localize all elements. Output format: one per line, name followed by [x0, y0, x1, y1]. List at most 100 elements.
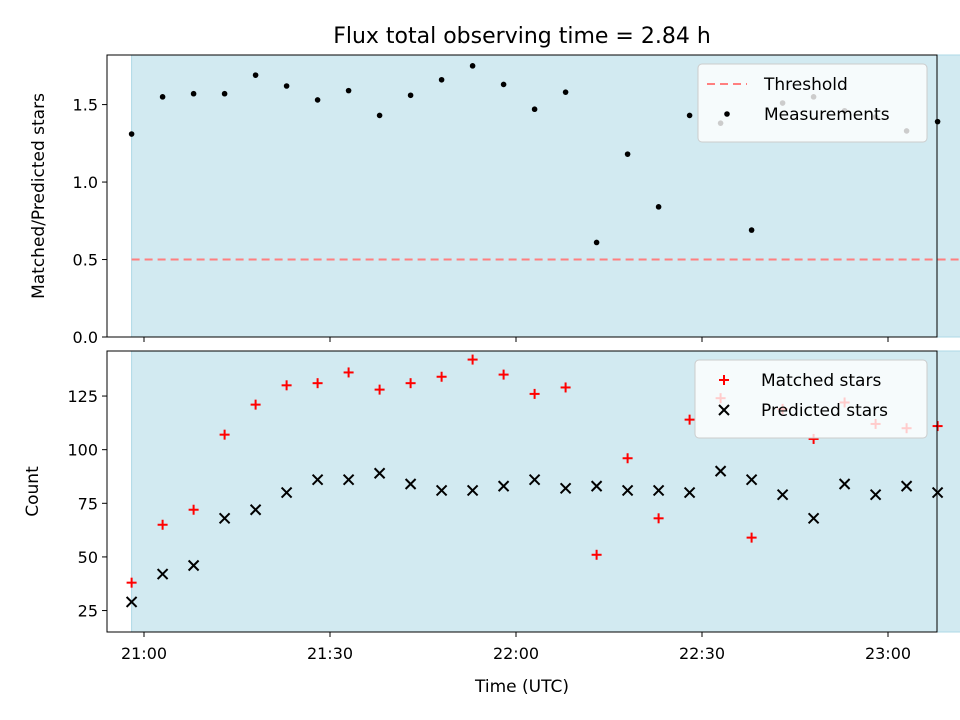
point-1-1-12-b: [497, 480, 510, 492]
point-1-1-24-b: [869, 489, 882, 501]
point-1-1-8-b: [373, 467, 386, 479]
point-1-0-3: [219, 429, 230, 440]
point-0-0-6: [314, 97, 321, 103]
point-0-0-4: [252, 72, 259, 78]
point-0-0-3: [221, 90, 228, 97]
point-1-0-6: [312, 378, 323, 389]
legend-label-1-0: Matched stars: [761, 371, 881, 391]
point-1-0-12: [498, 369, 509, 380]
point-1-1-14-b: [559, 482, 572, 494]
point-1-0-0: [126, 577, 137, 588]
point-1-1-18-b: [683, 486, 696, 499]
point-1-1-7-b: [342, 473, 355, 486]
point-1-0-16: [622, 453, 633, 464]
point-1-1-25: [900, 480, 913, 492]
point-0-0-9: [407, 92, 414, 99]
point-1-1-25-b: [900, 480, 913, 492]
x-tick-label-2: 22:00: [493, 644, 539, 663]
point-1-1-6-b: [311, 473, 324, 486]
point-1-0-4: [250, 399, 261, 410]
y-tick-label-0-1: 0.5: [73, 251, 98, 270]
point-1-1-17-b: [652, 484, 665, 497]
point-0-0-10: [438, 76, 445, 83]
legend-swatch-1-0: [719, 375, 729, 385]
point-1-1-20-b: [745, 473, 758, 486]
panel-ratio: 0.0 0.5 1.0 1.5 Matched/Predicted stars Thres…: [29, 54, 960, 347]
y-tick-label-0-0: 0.0: [73, 328, 98, 347]
point-1-0-11: [467, 354, 478, 365]
point-1-1-19: [714, 465, 727, 477]
point-1-0-2: [188, 504, 199, 515]
point-1-1-3: [218, 512, 231, 525]
point-1-0-8: [374, 384, 385, 395]
point-1-1-5-b: [280, 486, 293, 499]
point-1-1-2: [187, 559, 200, 572]
y-axis-label-1: Count: [23, 466, 43, 517]
point-1-0-18: [684, 414, 695, 425]
y-tick-label-1-3: 100: [67, 441, 98, 460]
y-axis-label-0: Matched/Predicted stars: [29, 93, 49, 299]
point-1-1-10: [435, 484, 448, 497]
point-0-0-0: [128, 131, 135, 137]
point-1-0-20: [746, 532, 757, 543]
series-predicted-stars: [125, 465, 944, 608]
point-1-1-4-b: [249, 504, 262, 516]
point-0-0-16: [624, 151, 631, 157]
legend-swatch-1-1-b: [718, 404, 730, 416]
point-1-0-14: [560, 382, 571, 393]
point-1-0-5: [281, 380, 292, 391]
axes-frame-0: [106, 54, 938, 338]
point-1-1-8: [373, 467, 386, 479]
y-tick-label-1-4: 125: [67, 387, 98, 406]
point-1-1-3-b: [218, 512, 231, 525]
point-1-1-0: [125, 596, 138, 608]
point-1-1-13: [528, 473, 541, 486]
point-1-1-9: [404, 478, 417, 490]
x-tick-label-0: 21:00: [121, 644, 167, 663]
x-tick-label-4: 23:00: [865, 644, 911, 663]
point-1-1-6: [311, 473, 324, 486]
y-tick-label-1-0: 25: [78, 602, 98, 621]
point-1-1-17: [652, 484, 665, 497]
x-axis-label: Time (UTC): [474, 677, 569, 697]
point-0-0-8: [376, 112, 383, 119]
y-tick-label-1-2: 75: [78, 494, 98, 513]
point-1-0-7: [343, 367, 354, 378]
point-0-0-14: [562, 89, 569, 95]
point-1-1-26-b: [931, 486, 944, 499]
point-0-0-17: [655, 204, 662, 210]
point-0-0-11: [469, 63, 476, 69]
point-1-1-20: [745, 473, 758, 486]
point-0-0-26: [934, 118, 941, 125]
point-1-1-0-b: [125, 596, 138, 608]
point-1-1-21: [776, 489, 789, 501]
point-1-1-5: [280, 486, 293, 499]
point-1-1-22-b: [807, 512, 820, 525]
point-1-0-10: [436, 371, 447, 382]
y-tick-label-1-1: 50: [78, 548, 98, 567]
point-0-0-7: [345, 87, 352, 94]
legend-1: Matched stars Predicted stars: [694, 359, 928, 439]
point-1-1-15-b: [590, 480, 603, 492]
point-0-0-12: [500, 81, 507, 88]
point-1-1-11: [466, 484, 479, 497]
axes-frame-1: [106, 350, 938, 633]
point-1-1-16: [621, 484, 634, 497]
legend-0: Threshold Measurements: [697, 63, 928, 143]
point-1-1-22: [807, 512, 820, 525]
legend-box-1: [694, 359, 928, 439]
point-1-1-7: [342, 473, 355, 486]
point-1-1-16-b: [621, 484, 634, 497]
point-0-0-13: [531, 106, 538, 113]
point-1-1-23-b: [838, 478, 851, 490]
point-0-0-18: [686, 112, 693, 119]
point-1-0-9: [405, 378, 416, 389]
point-1-1-23: [838, 478, 851, 490]
point-1-1-12: [497, 480, 510, 492]
point-1-0-15: [591, 549, 602, 560]
point-1-1-11-b: [466, 484, 479, 497]
y-tick-label-0-2: 1.0: [73, 173, 98, 192]
point-1-0-13: [529, 388, 540, 399]
point-1-1-10-b: [435, 484, 448, 497]
